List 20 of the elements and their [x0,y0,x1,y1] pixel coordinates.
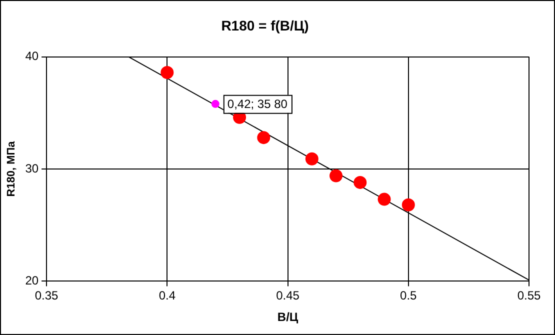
point [160,66,174,80]
point [378,192,391,206]
point [354,176,367,189]
point [330,169,343,182]
point [305,152,318,166]
chart-title: R180 = f(В/Ц) [221,17,309,34]
y-tick-label: 30 [25,161,39,176]
x-tick-label: 0.35 [34,288,59,303]
x-tick-label: 0.5 [400,288,418,303]
y-tick-label: 40 [25,49,39,64]
point [257,131,270,144]
point [211,100,220,108]
y-axis-title: R180, МПа [6,140,18,197]
x-tick-label: 0.45 [276,288,300,303]
x-axis-title: В/Ц [277,310,298,324]
annotation: 0,42; 35 80 [227,97,288,112]
point [402,198,415,212]
x-tick-label: 0.55 [517,288,541,303]
x-tick-label: 0.4 [158,288,176,303]
y-tick-label: 20 [25,274,39,288]
